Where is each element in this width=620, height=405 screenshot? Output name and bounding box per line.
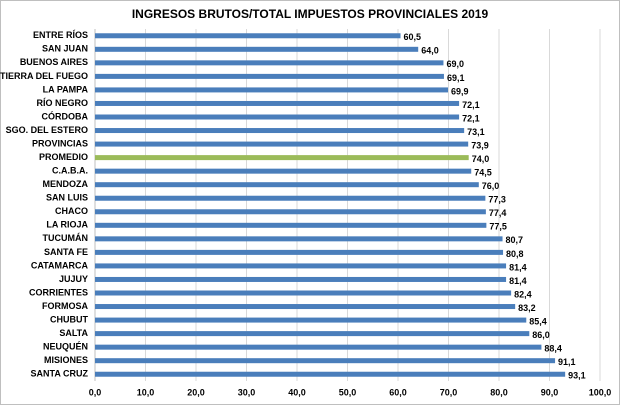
- bar: [95, 87, 448, 93]
- x-tick-label: 80,0: [490, 387, 508, 397]
- value-label: 74,5: [474, 168, 492, 178]
- value-label: 83,2: [518, 303, 536, 313]
- value-label: 76,0: [482, 181, 500, 191]
- y-tick-label: MENDOZA: [43, 179, 89, 189]
- y-tick-label: FORMOSA: [42, 301, 88, 311]
- bar: [95, 100, 460, 106]
- bar: [95, 168, 472, 174]
- value-label: 86,0: [532, 330, 550, 340]
- y-tick-label: TUCUMÁN: [43, 233, 89, 243]
- bar: [95, 141, 469, 147]
- y-tick-label: PROVINCIAS: [32, 138, 88, 148]
- value-label: 88,4: [544, 344, 562, 354]
- y-tick-label: SAN LUIS: [46, 193, 88, 203]
- value-label: 69,1: [447, 73, 465, 83]
- value-label: 77,3: [488, 195, 506, 205]
- bar: [95, 195, 486, 201]
- x-tick-label: 0,0: [89, 387, 102, 397]
- y-tick-label: CHACO: [55, 206, 88, 216]
- y-tick-label: SAN JUAN: [42, 44, 88, 54]
- bar: [95, 263, 507, 269]
- x-tick-label: 100,0: [589, 387, 612, 397]
- value-label: 93,1: [568, 371, 586, 381]
- x-tick-label: 10,0: [137, 387, 155, 397]
- bar: [95, 371, 566, 377]
- value-label: 80,7: [506, 235, 524, 245]
- value-label: 85,4: [529, 316, 547, 326]
- x-tick-label: 30,0: [238, 387, 256, 397]
- bar: [95, 155, 469, 161]
- value-label: 73,1: [467, 127, 485, 137]
- value-label: 72,1: [462, 100, 480, 110]
- bar: [95, 331, 530, 337]
- value-label: 74,0: [472, 154, 490, 164]
- bar: [95, 33, 401, 39]
- bar: [95, 249, 504, 255]
- y-tick-label: CATAMARCA: [31, 260, 89, 270]
- bar: [95, 46, 419, 52]
- y-tick-label: MISIONES: [44, 355, 88, 365]
- x-tick-label: 90,0: [541, 387, 559, 397]
- y-tick-label: TIERRA DEL FUEGO: [0, 71, 88, 81]
- bar: [95, 128, 465, 134]
- chart-title: INGRESOS BRUTOS/TOTAL IMPUESTOS PROVINCI…: [132, 7, 489, 21]
- bar: [95, 276, 507, 282]
- bar: [95, 304, 516, 310]
- value-label: 69,0: [446, 59, 464, 69]
- y-tick-label: LA PAMPA: [43, 84, 89, 94]
- y-tick-label: RÍO NEGRO: [36, 98, 88, 108]
- value-label: 81,4: [509, 262, 527, 272]
- y-tick-label: SGO. DEL ESTERO: [6, 125, 88, 135]
- bar: [95, 60, 444, 66]
- y-tick-label: SANTA CRUZ: [31, 369, 89, 379]
- value-label: 77,5: [489, 222, 507, 232]
- y-tick-label: NEUQUÉN: [43, 342, 88, 352]
- y-tick-label: C.A.B.A.: [52, 166, 88, 176]
- bar: [95, 222, 487, 228]
- bar: [95, 290, 512, 296]
- y-tick-label: CHUBUT: [50, 314, 88, 324]
- bar: [95, 344, 542, 350]
- x-tick-label: 50,0: [339, 387, 357, 397]
- y-tick-label: LA RIOJA: [46, 220, 88, 230]
- value-label: 64,0: [421, 46, 439, 56]
- y-tick-label: BUENOS AIRES: [20, 57, 88, 67]
- value-label: 60,5: [404, 32, 422, 42]
- y-tick-label: SALTA: [59, 328, 88, 338]
- x-tick-label: 40,0: [288, 387, 306, 397]
- y-tick-label: PROMEDIO: [39, 152, 88, 162]
- value-label: 73,9: [471, 140, 489, 150]
- bar: [95, 114, 460, 120]
- y-tick-label: JUJUY: [59, 274, 88, 284]
- bar: [95, 73, 444, 79]
- x-tick-label: 70,0: [440, 387, 458, 397]
- value-label: 69,9: [451, 86, 469, 96]
- value-label: 91,1: [558, 357, 576, 367]
- value-label: 81,4: [509, 276, 527, 286]
- bar: [95, 209, 486, 215]
- bar: [95, 182, 479, 188]
- y-tick-label: SANTA FE: [44, 247, 88, 257]
- y-tick-label: ENTRE RÍOS: [33, 30, 88, 40]
- y-tick-label: CORRIENTES: [29, 287, 88, 297]
- x-tick-label: 20,0: [187, 387, 205, 397]
- value-label: 77,4: [489, 208, 507, 218]
- value-label: 80,8: [506, 249, 524, 259]
- bar: [95, 317, 527, 323]
- x-tick-label: 60,0: [389, 387, 407, 397]
- y-tick-label: CÓRDOBA: [42, 110, 89, 121]
- value-label: 72,1: [462, 113, 480, 123]
- bar: [95, 236, 503, 242]
- bar: [95, 358, 556, 364]
- value-label: 82,4: [514, 289, 532, 299]
